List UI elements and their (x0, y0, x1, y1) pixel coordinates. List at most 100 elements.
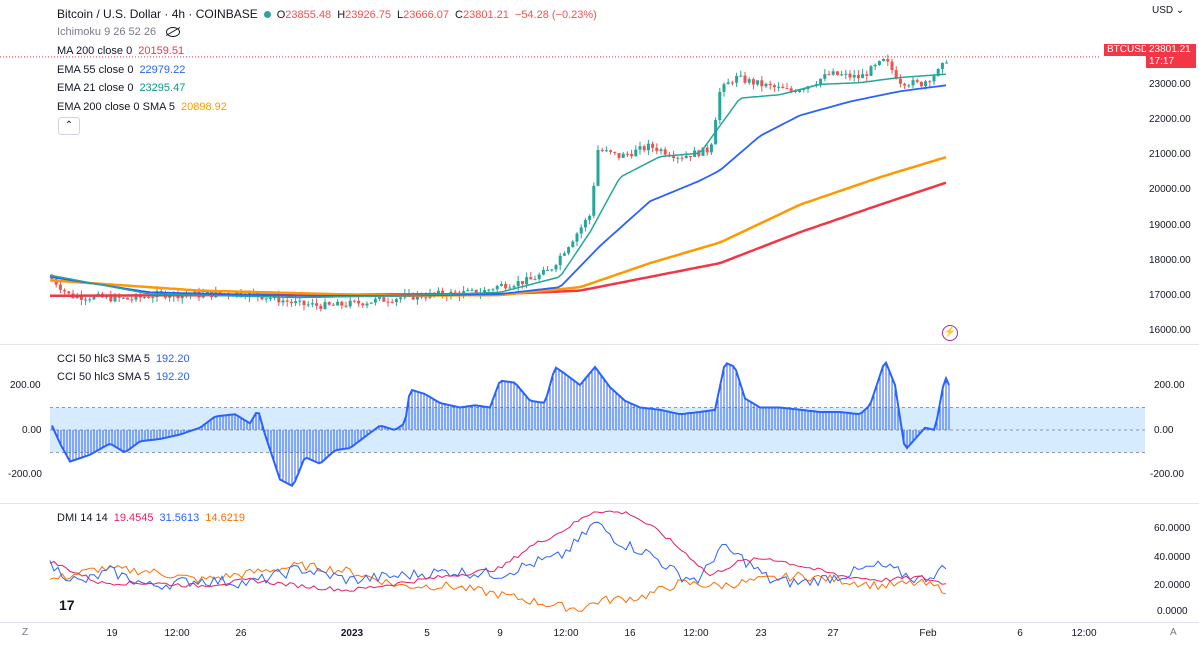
candle-body (827, 74, 831, 76)
candle-body (550, 269, 554, 271)
candle-body (134, 294, 138, 300)
ema55-value: 22979.22 (139, 64, 186, 76)
candle-body (239, 291, 243, 296)
candle-body (264, 298, 268, 300)
close-value: 23801.21 (463, 9, 509, 21)
candle-body (495, 285, 499, 290)
price-chart[interactable] (0, 0, 1199, 344)
candle-body (848, 73, 852, 78)
candle-body (499, 284, 503, 286)
candle-body (718, 91, 722, 121)
cci-pane[interactable]: CCI 50 hlc3 SMA 5 192.20 CCI 50 hlc3 SMA … (0, 345, 1199, 503)
candle-body (646, 143, 650, 151)
dmi-plus-line (49, 510, 947, 592)
tradingview-logo[interactable]: 17 (59, 597, 75, 613)
zoom-button[interactable]: Z (22, 627, 29, 638)
candle-body (331, 304, 335, 306)
candle-body (835, 71, 839, 76)
candle-body (205, 291, 209, 294)
candle-body (424, 297, 428, 299)
cci-legend-2[interactable]: CCI 50 hlc3 SMA 5 192.20 (57, 370, 196, 384)
collapse-legend-button[interactable]: ⌃ (58, 117, 80, 135)
candle-body (361, 303, 365, 306)
dmi-label: DMI 14 14 (57, 512, 108, 524)
cci-chart[interactable] (0, 345, 1199, 503)
currency-selector[interactable]: USD ⌄ (1152, 5, 1184, 16)
symbol-title[interactable]: Bitcoin / U.S. Dollar · 4h · COINBASE (57, 7, 258, 21)
candle-body (613, 151, 617, 153)
candle-body (730, 82, 734, 84)
candle-body (466, 290, 470, 292)
ma200-value: 20159.51 (138, 45, 185, 57)
dmi-chart[interactable] (0, 505, 1199, 622)
candle-body (924, 81, 928, 87)
candle-body (378, 297, 382, 299)
candle-body (945, 62, 949, 64)
candle-body (386, 301, 390, 303)
candle-body (302, 300, 306, 306)
market-status-icon (263, 11, 271, 19)
candle-body (588, 215, 592, 221)
candle-body (592, 185, 596, 216)
last-price-value: 23801.21 (1149, 44, 1191, 55)
lightning-event-icon[interactable]: ⚡ (942, 325, 958, 341)
candle-body (541, 270, 545, 275)
candle-body (67, 291, 71, 294)
candle-body (625, 153, 629, 155)
candle-body (453, 291, 457, 293)
cci-legend-1[interactable]: CCI 50 hlc3 SMA 5 192.20 (57, 352, 196, 366)
dmi-tick: 0.0000 (1157, 606, 1188, 617)
candle-body (399, 297, 403, 300)
cci-label: CCI 50 hlc3 SMA 5 (57, 371, 150, 383)
indicator-legend-ema55[interactable]: EMA 55 close 0 22979.22 (57, 63, 191, 77)
indicator-legend-ema200[interactable]: EMA 200 close 0 SMA 5 20898.92 (57, 100, 233, 114)
cci-value: 192.20 (155, 371, 190, 383)
candle-body (529, 277, 533, 280)
candle-body (583, 220, 587, 228)
candle-body (327, 302, 331, 305)
candle-body (306, 304, 310, 306)
dmi-adx-line (49, 561, 947, 613)
candle-body (508, 287, 512, 289)
candle-body (525, 277, 529, 285)
candle-body (609, 150, 613, 152)
candle-body (260, 296, 264, 300)
candle-body (218, 291, 222, 294)
pane-separator[interactable] (0, 344, 1199, 345)
candle-body (617, 152, 621, 158)
candle-body (487, 289, 491, 291)
candle-body (840, 74, 844, 76)
candle-body (180, 294, 184, 299)
price-pane[interactable]: Bitcoin / U.S. Dollar · 4h · COINBASE O23… (0, 0, 1199, 344)
hidden-eye-icon[interactable] (166, 27, 181, 38)
price-tick: 17000.00 (1149, 289, 1191, 301)
auto-scale-button[interactable]: A (1170, 627, 1177, 638)
dmi-pane[interactable]: DMI 14 14 19.4545 31.5613 14.6219 60.0000 4… (0, 505, 1199, 622)
candle-body (789, 88, 793, 92)
candle-body (898, 78, 902, 84)
pane-separator[interactable] (0, 503, 1199, 504)
candle-body (323, 302, 327, 309)
candle-body (823, 74, 827, 79)
price-tick: 16000.00 (1149, 324, 1191, 336)
indicator-legend-ma200[interactable]: MA 200 close 0 20159.51 (57, 44, 190, 58)
candle-body (365, 303, 369, 306)
candle-body (856, 74, 860, 79)
time-axis[interactable]: Z 19 12:00 26 2023 5 9 12:00 16 12:00 23 27 Feb 6 12:… (0, 622, 1199, 645)
indicator-legend-ema21[interactable]: EMA 21 close 0 23295.47 (57, 81, 191, 95)
cci-label: CCI 50 hlc3 SMA 5 (57, 353, 150, 365)
candle-body (130, 299, 134, 301)
dmi-legend[interactable]: DMI 14 14 19.4545 31.5613 14.6219 (57, 511, 251, 525)
indicator-legend-ichimoku[interactable]: Ichimoku 9 26 52 26 (57, 25, 186, 39)
time-tick: 9 (497, 628, 503, 639)
candle-body (285, 300, 289, 302)
time-tick: 12:00 (683, 628, 709, 639)
open-value: 23855.48 (285, 9, 332, 21)
candle-body (865, 74, 869, 76)
candle-body (722, 84, 726, 92)
candle-body (793, 91, 797, 93)
dmi-tick: 40.0000 (1154, 552, 1191, 563)
candle-body (394, 299, 398, 303)
candle-body (852, 74, 856, 78)
candle-body (630, 154, 634, 157)
